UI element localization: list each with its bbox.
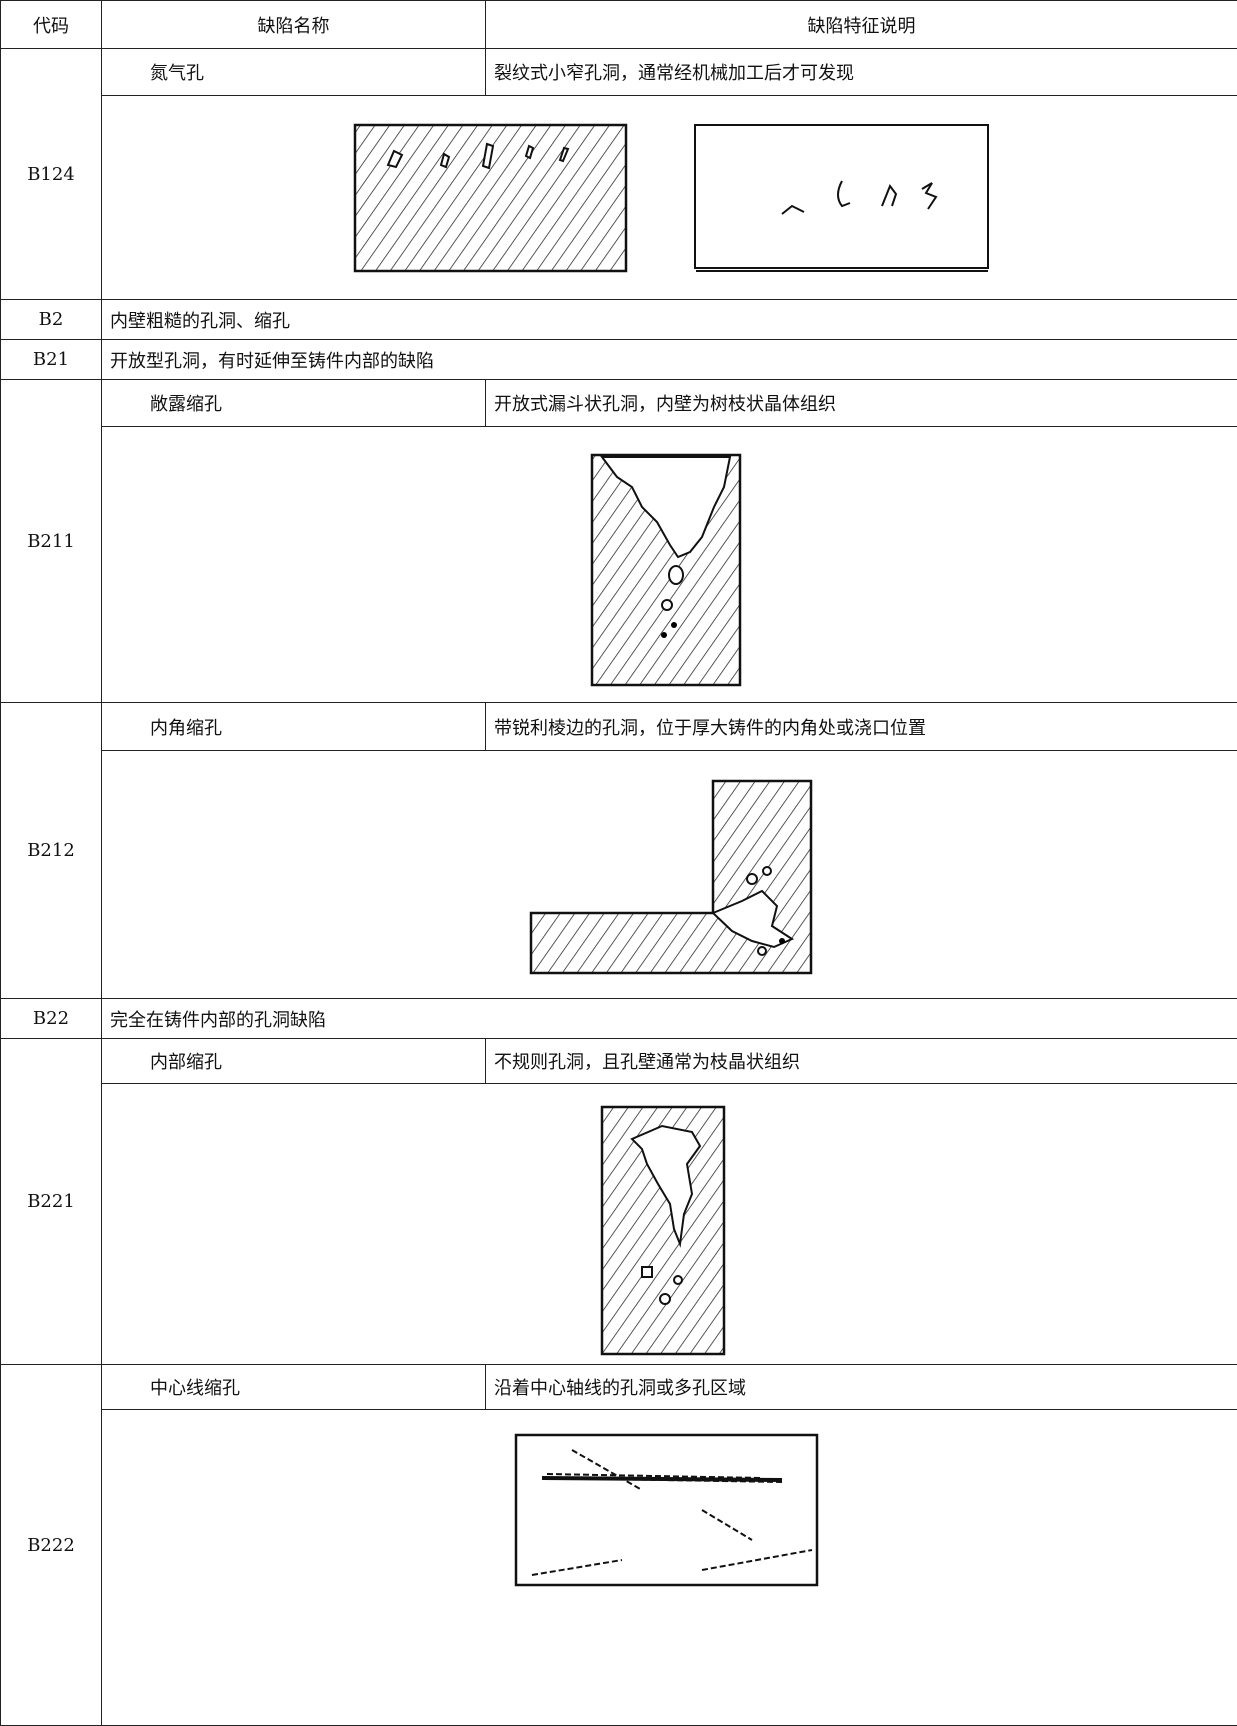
drawing (671, 622, 677, 628)
illustration-cell (102, 751, 1237, 999)
row (1, 751, 1237, 999)
drawing (747, 874, 757, 884)
row: B211 敞露缩孔 开放式漏斗状孔洞，内壁为树枝状晶体组织 (1, 380, 1237, 427)
description: 沿着中心轴线的孔洞或多孔区域 (486, 1365, 1237, 1410)
code: B221 (1, 1039, 102, 1365)
name: 敞露缩孔 (102, 380, 486, 427)
drawing (642, 1267, 652, 1277)
illustration (102, 1084, 1237, 1364)
description: 完全在铸件内部的孔洞缺陷 (102, 999, 1237, 1039)
row: B2 内壁粗糙的孔洞、缩孔 (1, 300, 1237, 340)
description: 不规则孔洞，且孔壁通常为枝晶状组织 (486, 1039, 1237, 1084)
code: B22 (1, 999, 102, 1039)
code: B2 (1, 300, 102, 340)
header-row: 代码 缺陷名称 缺陷特征说明 (1, 1, 1237, 49)
row: B21 开放型孔洞，有时延伸至铸件内部的缺陷 (1, 340, 1237, 380)
description: 开放式漏斗状孔洞，内壁为树枝状晶体组织 (486, 380, 1237, 427)
code: B212 (1, 703, 102, 999)
row: B222 中心线缩孔 沿着中心轴线的孔洞或多孔区域 (1, 1365, 1237, 1410)
drawing (674, 1276, 682, 1284)
illustration (102, 751, 1237, 998)
drawing (779, 938, 785, 944)
name: 内角缩孔 (102, 703, 486, 751)
header-cell: 缺陷名称 (102, 1, 486, 49)
drawing (516, 1435, 817, 1585)
illustration-cell (102, 427, 1237, 703)
row (1, 427, 1237, 703)
name: 内部缩孔 (102, 1039, 486, 1084)
name: 中心线缩孔 (102, 1365, 486, 1410)
row (1, 1084, 1237, 1365)
row: B221 内部缩孔 不规则孔洞，且孔壁通常为枝晶状组织 (1, 1039, 1237, 1084)
header-cell: 代码 (1, 1, 102, 49)
name: 氮气孔 (102, 49, 486, 96)
description: 裂纹式小窄孔洞，通常经机械加工后才可发现 (486, 49, 1237, 96)
row: B212 内角缩孔 带锐利棱边的孔洞，位于厚大铸件的内角处或浇口位置 (1, 703, 1237, 751)
row (1, 96, 1237, 300)
code: B21 (1, 340, 102, 380)
code: B124 (1, 49, 102, 300)
description: 内壁粗糙的孔洞、缩孔 (102, 300, 1237, 340)
code: B211 (1, 380, 102, 703)
drawing (763, 867, 771, 875)
header-cell: 缺陷特征说明 (486, 1, 1237, 49)
drawing (660, 1294, 670, 1304)
drawing (662, 600, 672, 610)
row (1, 1410, 1237, 1726)
illustration (102, 1410, 1237, 1725)
illustration-cell (102, 1084, 1237, 1365)
illustration (102, 427, 1237, 702)
row: B22 完全在铸件内部的孔洞缺陷 (1, 999, 1237, 1039)
description: 开放型孔洞，有时延伸至铸件内部的缺陷 (102, 340, 1237, 380)
code: B222 (1, 1365, 102, 1726)
illustration-cell (102, 1410, 1237, 1726)
drawing (661, 632, 667, 638)
row: B124 氮气孔 裂纹式小窄孔洞，通常经机械加工后才可发现 (1, 49, 1237, 96)
illustration-cell (102, 96, 1237, 300)
description: 带锐利棱边的孔洞，位于厚大铸件的内角处或浇口位置 (486, 703, 1237, 751)
drawing (695, 125, 988, 268)
drawing (542, 1478, 782, 1480)
drawing (669, 566, 683, 584)
illustration (102, 96, 1237, 299)
drawing (758, 947, 766, 955)
